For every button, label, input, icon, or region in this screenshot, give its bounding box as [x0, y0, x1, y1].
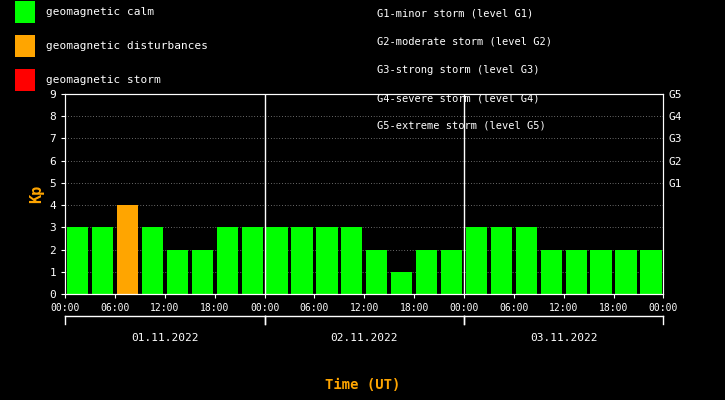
- Bar: [217, 227, 238, 294]
- Text: 01.11.2022: 01.11.2022: [131, 333, 199, 343]
- Bar: [191, 250, 213, 294]
- Bar: [616, 250, 637, 294]
- Text: 03.11.2022: 03.11.2022: [530, 333, 597, 343]
- Bar: [566, 250, 587, 294]
- Text: Time (UT): Time (UT): [325, 378, 400, 392]
- Bar: [515, 227, 537, 294]
- Text: geomagnetic calm: geomagnetic calm: [46, 7, 154, 17]
- Bar: [491, 227, 512, 294]
- Text: G2-moderate storm (level G2): G2-moderate storm (level G2): [377, 37, 552, 47]
- Bar: [167, 250, 188, 294]
- Bar: [67, 227, 88, 294]
- Bar: [92, 227, 113, 294]
- Bar: [316, 227, 338, 294]
- Text: G5-extreme storm (level G5): G5-extreme storm (level G5): [377, 121, 546, 131]
- Bar: [142, 227, 163, 294]
- Text: geomagnetic storm: geomagnetic storm: [46, 75, 160, 85]
- Bar: [291, 227, 312, 294]
- Bar: [466, 227, 487, 294]
- Bar: [366, 250, 387, 294]
- Bar: [590, 250, 612, 294]
- Bar: [391, 272, 413, 294]
- Bar: [441, 250, 462, 294]
- Text: geomagnetic disturbances: geomagnetic disturbances: [46, 41, 207, 51]
- Y-axis label: Kp: Kp: [29, 185, 44, 203]
- Bar: [241, 227, 262, 294]
- Bar: [416, 250, 437, 294]
- Bar: [541, 250, 562, 294]
- Bar: [640, 250, 661, 294]
- Text: G4-severe storm (level G4): G4-severe storm (level G4): [377, 93, 539, 103]
- Bar: [341, 227, 362, 294]
- Text: G1-minor storm (level G1): G1-minor storm (level G1): [377, 9, 534, 19]
- Bar: [267, 227, 288, 294]
- Bar: [117, 205, 138, 294]
- Text: G3-strong storm (level G3): G3-strong storm (level G3): [377, 65, 539, 75]
- Text: 02.11.2022: 02.11.2022: [331, 333, 398, 343]
